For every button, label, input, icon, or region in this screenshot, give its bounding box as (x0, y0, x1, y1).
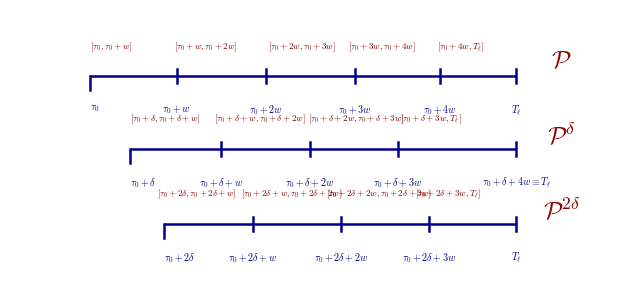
Text: $\tau_0+\delta+2w$: $\tau_0+\delta+2w$ (285, 176, 334, 190)
Text: $T_\ell$: $T_\ell$ (511, 104, 522, 118)
Text: $[\tau_0+\delta+3w, T_\ell]$: $[\tau_0+\delta+3w, T_\ell]$ (400, 113, 461, 126)
Text: $[\tau_0+3w, \tau_0+4w]$: $[\tau_0+3w, \tau_0+4w]$ (348, 40, 415, 54)
Text: $\tau_0+\delta+3w$: $\tau_0+\delta+3w$ (373, 176, 422, 190)
Text: $\mathcal{P}$: $\mathcal{P}$ (551, 49, 572, 73)
Text: $\tau_0+\delta$: $\tau_0+\delta$ (129, 176, 156, 190)
Text: $\tau_0+2\delta+2w$: $\tau_0+2\delta+2w$ (314, 251, 368, 265)
Text: $\tau_0+4w$: $\tau_0+4w$ (423, 104, 456, 117)
Text: $[\tau_0+2\delta+w, \tau_0+2\delta+2w]$: $[\tau_0+2\delta+w, \tau_0+2\delta+2w]$ (241, 188, 342, 201)
Text: $[\tau_0+2\delta+2w, \tau_0+2\delta+3w]$: $[\tau_0+2\delta+2w, \tau_0+2\delta+3w]$ (326, 188, 431, 201)
Text: $\mathcal{P}^\delta$: $\mathcal{P}^\delta$ (547, 122, 575, 149)
Text: $\tau_0+3w$: $\tau_0+3w$ (339, 104, 372, 117)
Text: $[\tau_0+w, \tau_0+2w]$: $[\tau_0+w, \tau_0+2w]$ (174, 40, 237, 54)
Text: $\mathcal{P}^{2\delta}$: $\mathcal{P}^{2\delta}$ (543, 197, 580, 224)
Text: $\tau_0+w$: $\tau_0+w$ (163, 104, 191, 116)
Text: $[\tau_0+\delta+w, \tau_0+\delta+2w]$: $[\tau_0+\delta+w, \tau_0+\delta+2w]$ (214, 113, 305, 126)
Text: $[\tau_0+2w, \tau_0+3w]$: $[\tau_0+2w, \tau_0+3w]$ (269, 40, 336, 54)
Text: $[\tau_0+2\delta, \tau_0+2\delta+w]$: $[\tau_0+2\delta, \tau_0+2\delta+w]$ (157, 188, 236, 201)
Text: $\tau_0$: $\tau_0$ (90, 104, 99, 114)
Text: $\tau_0+2\delta+3w$: $\tau_0+2\delta+3w$ (402, 251, 456, 265)
Text: $[\tau_0+\delta, \tau_0+\delta+w]$: $[\tau_0+\delta, \tau_0+\delta+w]$ (129, 113, 200, 126)
Text: $[\tau_0, \tau_0+w]$: $[\tau_0, \tau_0+w]$ (90, 40, 132, 54)
Text: $[\tau_0+2\delta+3w, T_\ell]$: $[\tau_0+2\delta+3w, T_\ell]$ (415, 188, 481, 201)
Text: $\tau_0+\delta+4w\equiv T_\ell$: $\tau_0+\delta+4w\equiv T_\ell$ (482, 176, 551, 190)
Text: $\tau_0+2\delta$: $\tau_0+2\delta$ (164, 251, 195, 265)
Text: $\tau_0+2\delta+w$: $\tau_0+2\delta+w$ (228, 251, 277, 265)
Text: $\tau_0+2w$: $\tau_0+2w$ (249, 104, 283, 117)
Text: $[\tau_0+4w, T_\ell]$: $[\tau_0+4w, T_\ell]$ (437, 40, 484, 54)
Text: $\tau_0+\delta+w$: $\tau_0+\delta+w$ (199, 176, 244, 190)
Text: $T_\ell$: $T_\ell$ (511, 251, 522, 266)
Text: $[\tau_0+\delta+2w, \tau_0+\delta+3w]$: $[\tau_0+\delta+2w, \tau_0+\delta+3w]$ (308, 113, 404, 126)
